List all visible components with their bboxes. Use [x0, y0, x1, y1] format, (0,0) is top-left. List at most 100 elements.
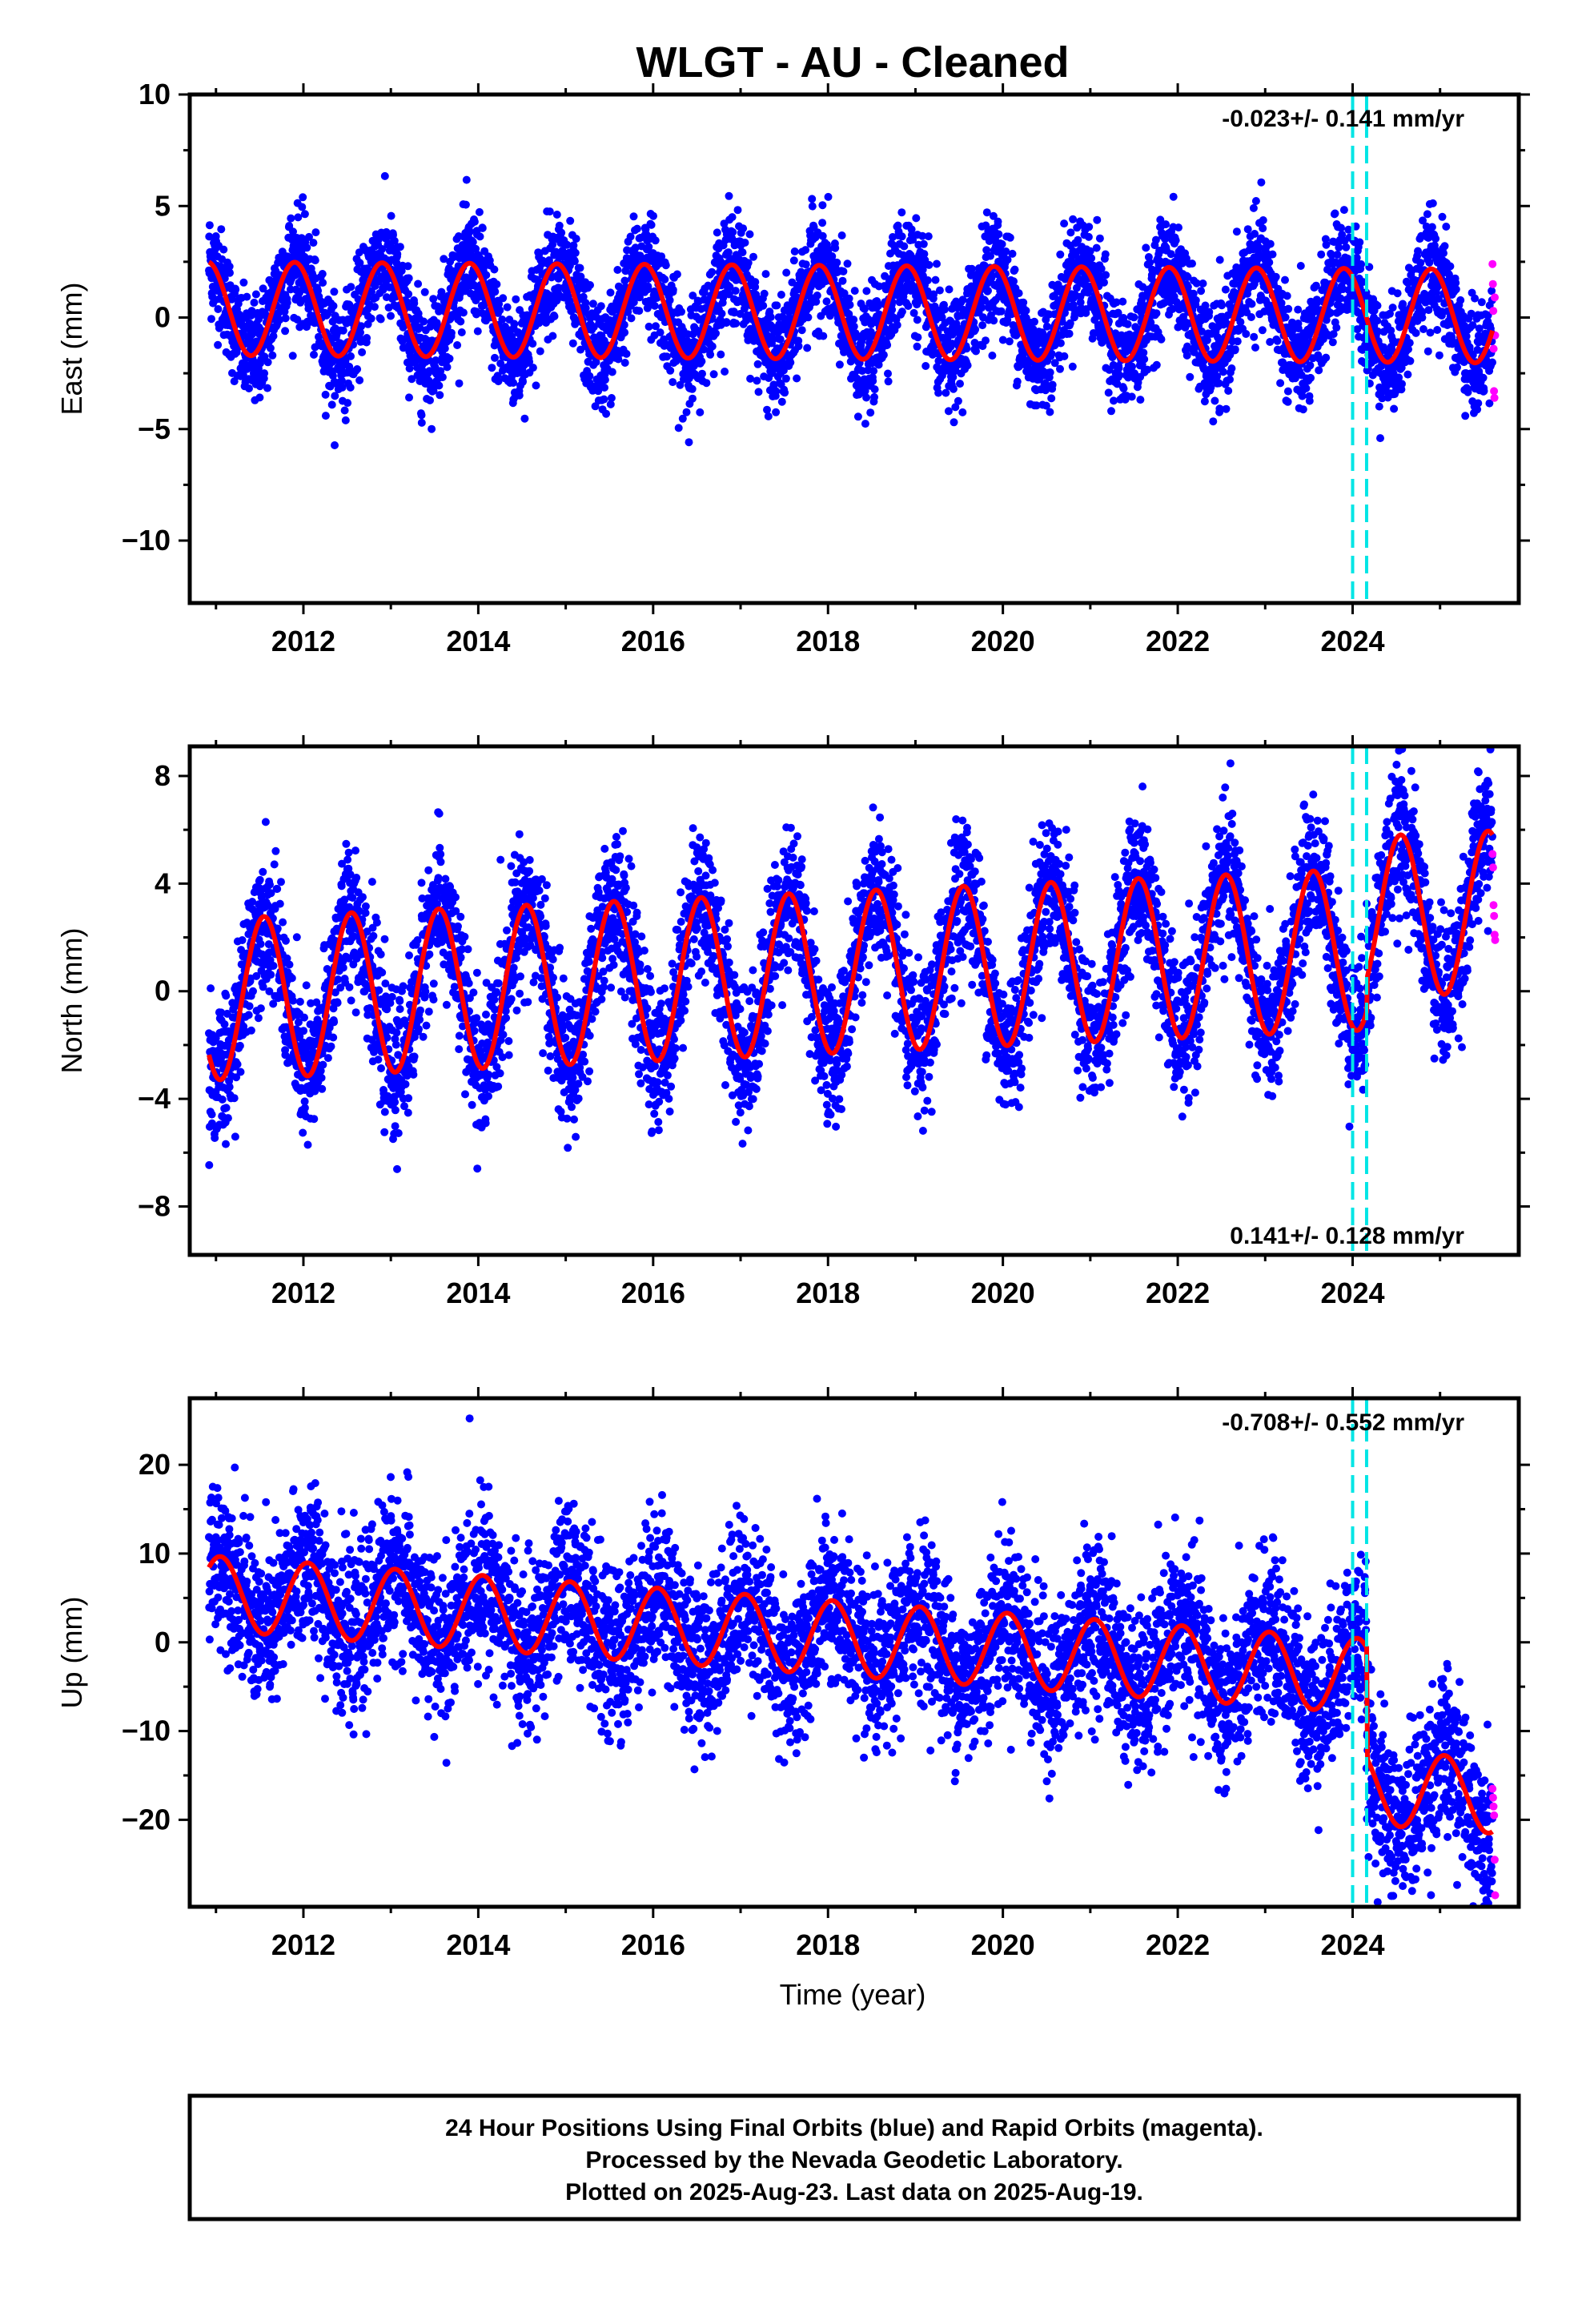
- data-point: [245, 384, 253, 392]
- data-point: [1257, 178, 1266, 187]
- data-point: [443, 363, 452, 372]
- data-point: [566, 216, 575, 225]
- data-point: [1003, 255, 1012, 264]
- data-point: [1166, 250, 1175, 259]
- data-point: [495, 300, 504, 308]
- data-point: [828, 252, 837, 260]
- data-point: [1242, 330, 1251, 338]
- data-point: [982, 208, 991, 217]
- data-point: [1302, 384, 1311, 392]
- data-point: [1197, 287, 1206, 296]
- data-point: [420, 317, 428, 326]
- data-point: [647, 220, 656, 229]
- data-point: [669, 285, 677, 294]
- data-point: [861, 304, 869, 313]
- data-point: [1233, 337, 1242, 346]
- data-point: [283, 299, 291, 307]
- data-point: [380, 171, 389, 180]
- data-point: [759, 301, 768, 310]
- data-point: [263, 384, 271, 392]
- data-point: [808, 195, 817, 203]
- data-point: [768, 368, 777, 377]
- data-point: [949, 372, 958, 381]
- data-point: [632, 224, 641, 233]
- data-point: [948, 340, 957, 348]
- data-point: [1140, 355, 1149, 364]
- data-point: [824, 192, 833, 201]
- data-point: [930, 290, 938, 299]
- data-point: [620, 328, 629, 337]
- data-point: [1387, 326, 1395, 335]
- data-point: [1258, 326, 1267, 335]
- data-point: [555, 221, 564, 230]
- plot-area: [205, 94, 1500, 603]
- data-point: [1296, 262, 1305, 270]
- data-point: [1128, 362, 1136, 371]
- data-point: [925, 260, 934, 269]
- data-point: [709, 370, 718, 379]
- data-point: [631, 243, 640, 252]
- data-point: [677, 308, 685, 316]
- data-point: [378, 245, 387, 253]
- data-point: [500, 322, 509, 331]
- data-point: [1375, 402, 1383, 411]
- data-point: [741, 239, 749, 247]
- data-point: [1104, 388, 1113, 397]
- data-point: [1136, 396, 1145, 404]
- data-point: [866, 408, 875, 417]
- data-point: [913, 316, 921, 324]
- data-point: [862, 287, 871, 296]
- data-point: [563, 240, 572, 249]
- data-point: [1393, 289, 1402, 298]
- data-point: [843, 259, 852, 268]
- data-point: [299, 193, 307, 202]
- data-point: [808, 202, 817, 211]
- data-point: [327, 400, 336, 409]
- data-point: [1294, 324, 1303, 332]
- data-point: [900, 242, 909, 251]
- data-point: [669, 378, 677, 387]
- data-point: [1074, 235, 1082, 244]
- data-point: [661, 261, 670, 270]
- data-point: [884, 369, 892, 378]
- data-point: [356, 328, 364, 337]
- data-point: [1399, 300, 1407, 308]
- data-point: [217, 225, 226, 234]
- data-point: [874, 301, 882, 310]
- data-point: [528, 364, 537, 372]
- data-point: [733, 206, 742, 215]
- data-point: [1101, 250, 1110, 259]
- data-point: [1247, 300, 1256, 308]
- data-point: [963, 361, 972, 370]
- data-point: [988, 352, 997, 360]
- data-point: [781, 388, 789, 397]
- data-point: [576, 272, 585, 281]
- data-point: [1259, 224, 1267, 233]
- data-point: [1152, 360, 1161, 369]
- data-point: [231, 285, 240, 294]
- data-point: [1050, 341, 1059, 350]
- data-point: [869, 367, 878, 376]
- data-point: [1255, 243, 1263, 251]
- data-point: [1336, 294, 1345, 303]
- data-point: [1294, 305, 1303, 314]
- data-point: [1249, 203, 1258, 212]
- data-point: [600, 384, 608, 392]
- data-point: [220, 274, 229, 283]
- data-point: [971, 325, 980, 334]
- data-point: [1114, 364, 1123, 372]
- data-point: [329, 302, 338, 310]
- data-point: [1095, 234, 1104, 243]
- data-point: [1143, 365, 1152, 374]
- data-point: [1271, 272, 1280, 281]
- data-point: [728, 213, 737, 222]
- data-point: [1002, 247, 1010, 255]
- data-point: [585, 372, 594, 380]
- data-point: [978, 321, 987, 330]
- data-point: [738, 248, 747, 257]
- data-point: [1335, 243, 1343, 251]
- data-point: [635, 293, 644, 302]
- data-point: [319, 279, 327, 287]
- data-point: [357, 322, 366, 331]
